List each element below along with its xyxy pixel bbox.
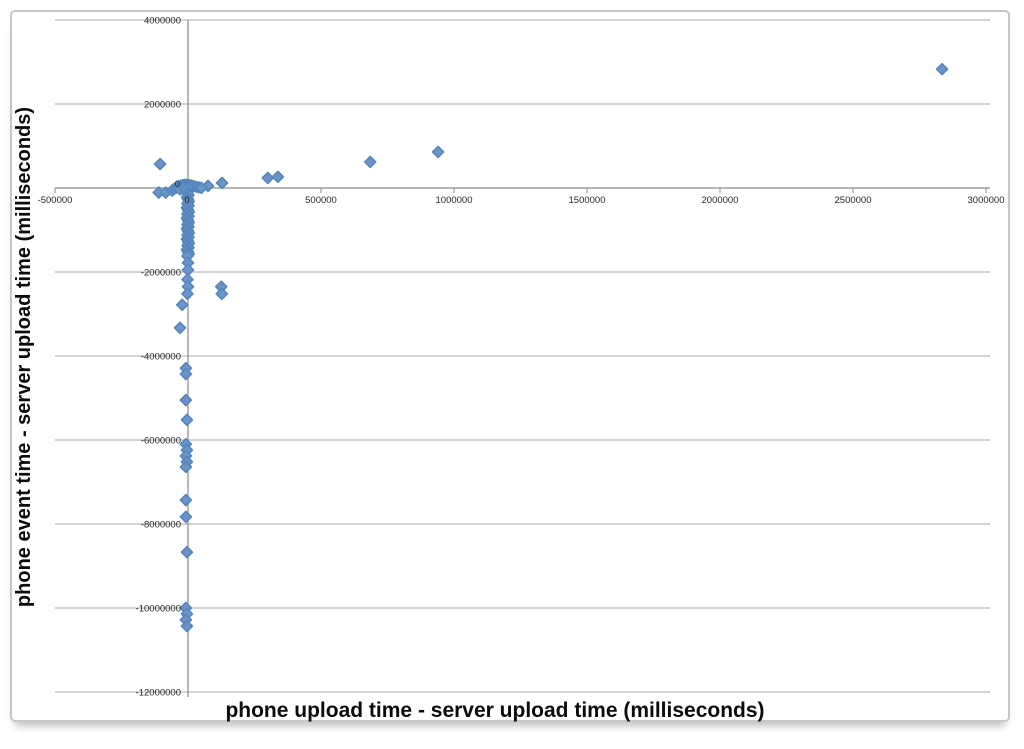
scatter-point <box>181 287 194 301</box>
y-axis-title: phone event time - server upload time (m… <box>13 106 35 608</box>
y-axis-tick-label: -2000000 <box>141 268 181 279</box>
scatter-point <box>215 287 229 301</box>
y-axis-tick-label: -10000000 <box>136 604 181 615</box>
scatter-point <box>173 321 187 335</box>
scatter-point <box>431 145 445 159</box>
x-axis-tick-label: 3000000 <box>968 195 1005 206</box>
scatter-point <box>179 367 193 381</box>
scatter-point <box>179 510 193 524</box>
x-axis-tick-label: 0 <box>184 195 189 206</box>
y-axis-tick-label: -8000000 <box>141 520 181 531</box>
y-axis-tick-label: -12000000 <box>136 688 181 699</box>
x-axis-title: phone upload time - server upload time (… <box>225 699 765 722</box>
y-axis-tick-label: 4000000 <box>144 16 181 27</box>
x-axis-tick-label: 1000000 <box>436 195 473 206</box>
scatter-point <box>179 460 193 474</box>
y-axis-tick-label: -6000000 <box>141 436 181 447</box>
scatter-point <box>179 493 193 507</box>
x-axis-tick-label: 2500000 <box>835 195 872 206</box>
scatter-point <box>153 157 167 171</box>
y-axis-tick-label: -4000000 <box>141 352 181 363</box>
scatter-point <box>363 155 377 169</box>
x-axis-tick-label: 1500000 <box>569 195 606 206</box>
scatter-point <box>175 298 189 312</box>
scatter-point <box>180 413 194 427</box>
scatter-point <box>179 393 193 407</box>
scatter-point <box>195 181 208 195</box>
scatter-point <box>180 545 194 559</box>
scatter-point <box>935 62 949 76</box>
x-axis-tick-label: 500000 <box>305 195 337 206</box>
scatter-point <box>180 619 194 633</box>
x-axis-tick-label: -500000 <box>38 195 73 206</box>
figure-border <box>10 10 1010 722</box>
y-axis-tick-label: 2000000 <box>144 100 181 111</box>
y-axis-tick-label: 0 <box>175 179 180 190</box>
x-axis-tick-label: 2000000 <box>702 195 739 206</box>
scatter-point <box>261 171 275 185</box>
scatter-point <box>215 176 229 190</box>
scatter-point <box>271 170 285 184</box>
